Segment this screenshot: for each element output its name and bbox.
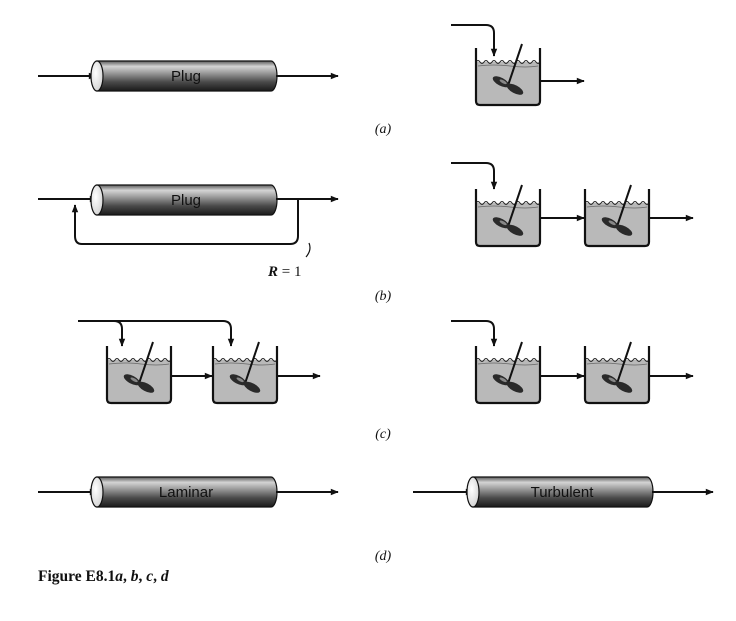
tube-label: Laminar	[159, 484, 213, 501]
recycle-loop	[71, 199, 299, 245]
liquid-surface	[584, 358, 650, 362]
panel-label-c: (c)	[375, 427, 391, 442]
impeller-icon	[601, 217, 633, 236]
recycle-value: = 1	[278, 264, 301, 280]
mixed-tank-c4	[583, 341, 651, 405]
vessel-wall	[211, 346, 279, 405]
stirrer-shaft	[507, 43, 523, 86]
panel-label-b: (b)	[375, 289, 392, 304]
mixed-tank-c3	[474, 341, 542, 405]
impeller-icon	[229, 374, 261, 393]
figure-caption: Figure E8.1a, b, c, d	[38, 568, 169, 585]
mixed-tank-b1	[474, 184, 542, 248]
mixed-tank-b2	[583, 184, 651, 248]
impeller-icon	[123, 374, 155, 393]
feed-arrow-a	[451, 24, 498, 57]
liquid-surface	[106, 358, 172, 362]
plug-flow-reactor-b: Plug	[90, 184, 278, 216]
tube-inlet-opening	[90, 60, 104, 92]
impeller-icon	[492, 76, 524, 95]
impeller-icon	[492, 217, 524, 236]
laminar-flow-reactor: Laminar	[90, 476, 278, 508]
liquid-surface	[584, 201, 650, 205]
feed-arrow-b	[451, 162, 498, 190]
liquid-surface	[475, 201, 541, 205]
liquid-surface	[475, 358, 541, 362]
tube-inlet-opening	[90, 184, 104, 216]
recycle-symbol: R	[267, 264, 278, 280]
stirrer-shaft	[616, 341, 632, 384]
liquid-surface	[212, 358, 278, 362]
mixed-tank-c2	[211, 341, 279, 405]
recycle-pointer	[305, 242, 311, 258]
vessel-wall	[583, 346, 651, 405]
mixed-tank-a	[474, 43, 542, 107]
panel-label-d: (d)	[375, 549, 392, 564]
tube-label: Turbulent	[531, 484, 595, 501]
turbulent-flow-reactor: Turbulent	[466, 476, 654, 508]
plug-flow-reactor-a: Plug	[90, 60, 278, 92]
stirrer-shaft	[616, 184, 632, 227]
stirrer-shaft	[244, 341, 260, 384]
recycle-ratio-label: R = 1	[267, 264, 301, 280]
tube-label: Plug	[171, 68, 201, 85]
stirrer-shaft	[138, 341, 154, 384]
tube-label: Plug	[171, 192, 201, 209]
feed-arrow-c1	[113, 320, 126, 347]
tube-inlet-opening	[466, 476, 480, 508]
vessel-wall	[474, 48, 542, 107]
stirrer-shaft	[507, 341, 523, 384]
mixed-tank-c1	[105, 341, 173, 405]
vessel-wall	[474, 346, 542, 405]
panel-label-a: (a)	[375, 122, 392, 137]
feed-arrow-c3	[451, 320, 498, 347]
stirrer-shaft	[507, 184, 523, 227]
vessel-wall	[474, 189, 542, 248]
impeller-icon	[601, 374, 633, 393]
liquid-surface	[475, 60, 541, 64]
vessel-wall	[105, 346, 173, 405]
tube-inlet-opening	[90, 476, 104, 508]
vessel-wall	[583, 189, 651, 248]
impeller-icon	[492, 374, 524, 393]
feed-arrow-c2	[222, 320, 235, 347]
